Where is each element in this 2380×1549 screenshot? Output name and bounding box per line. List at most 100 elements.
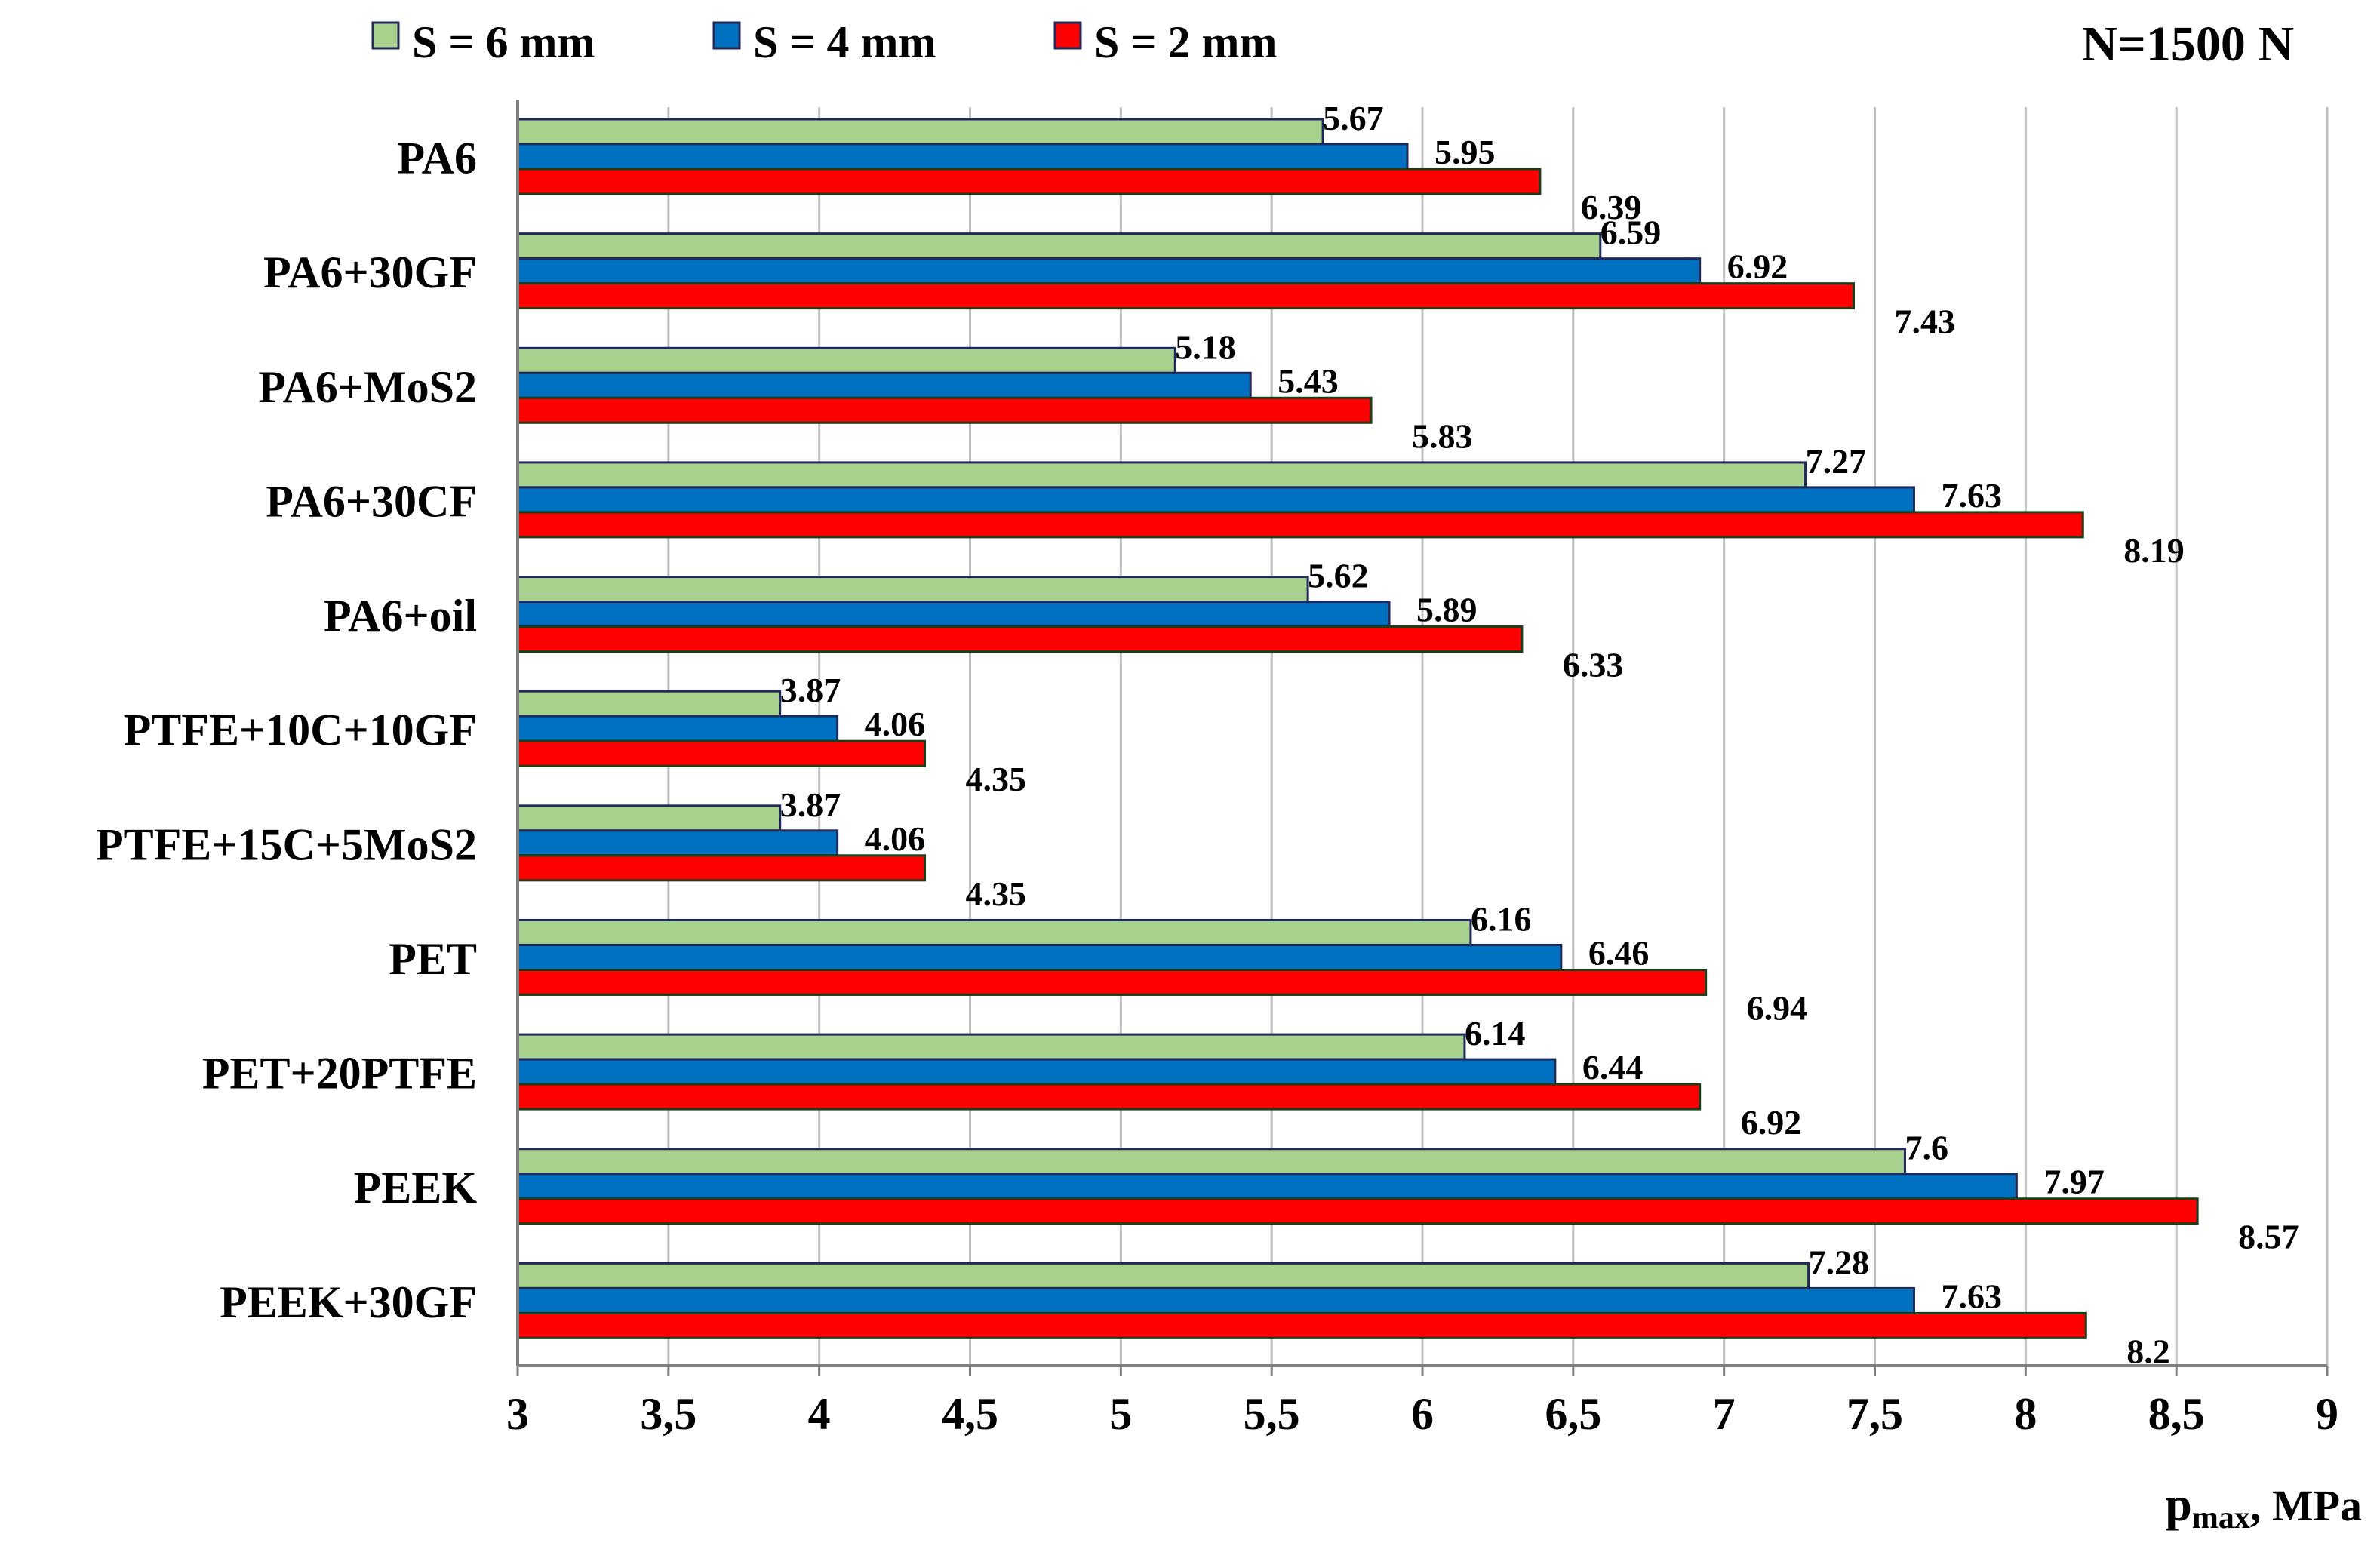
data-label: 7.43 — [1895, 303, 1956, 341]
category-label: PA6 — [397, 134, 477, 183]
bar — [516, 1058, 1557, 1086]
x-tick-label: 4 — [808, 1389, 831, 1439]
legend-label: S = 4 mm — [753, 17, 936, 67]
category-label: PA6+oil — [324, 591, 477, 641]
bar — [516, 1286, 1915, 1314]
data-label: 3.87 — [780, 785, 841, 824]
category-label: PET+20PTFE — [202, 1049, 477, 1099]
data-label: 6.33 — [1563, 646, 1624, 684]
data-label: 7.63 — [1941, 476, 2002, 515]
bar — [516, 1311, 2087, 1339]
category-label: PEEK — [354, 1163, 478, 1212]
x-tick-label: 6,5 — [1545, 1389, 1601, 1439]
bar — [516, 396, 1373, 424]
bar — [516, 511, 2084, 539]
bar — [516, 739, 927, 767]
bar — [516, 625, 1524, 653]
x-tick-label: 5 — [1109, 1389, 1132, 1439]
category-label: PTFE+15C+5MoS2 — [96, 819, 477, 869]
category-label: PET — [389, 934, 477, 984]
x-tick-label: 9 — [2316, 1389, 2338, 1439]
data-label: 5.62 — [1308, 557, 1369, 595]
bar — [516, 1197, 2199, 1225]
bar — [516, 943, 1563, 971]
bar — [516, 804, 782, 832]
bar — [516, 461, 1807, 489]
x-tick-label: 4,5 — [942, 1389, 998, 1439]
x-axis-label: pmax, MPa — [2165, 1477, 2362, 1535]
data-label: 5.95 — [1434, 133, 1496, 171]
bar — [516, 282, 1856, 310]
data-label: 5.18 — [1175, 327, 1236, 366]
data-label: 6.94 — [1747, 988, 1808, 1027]
bar — [516, 1083, 1702, 1111]
data-label: 8.2 — [2126, 1332, 2170, 1370]
data-label: 5.43 — [1278, 361, 1339, 400]
data-label: 8.19 — [2123, 531, 2185, 570]
data-label: 6.46 — [1588, 933, 1650, 972]
data-label: 5.89 — [1416, 591, 1478, 629]
legend-swatch — [712, 21, 741, 50]
data-labels: 5.67 5.95 6.396.59 6.92 7.43 5.18 5.43 5.83 7.27… — [780, 99, 2299, 1370]
bar — [516, 829, 839, 857]
category-label: PEEK+30GF — [220, 1277, 477, 1327]
load-annotation: N=1500 N — [2082, 17, 2294, 72]
x-tick-label: 8 — [2014, 1389, 2037, 1439]
category-label: PA6+30GF — [263, 247, 477, 297]
legend-label: S = 2 mm — [1094, 17, 1278, 67]
bar — [516, 1262, 1810, 1289]
bar — [516, 1173, 2018, 1200]
x-axis-label-sub: max — [2192, 1501, 2250, 1535]
data-label: 6.59 — [1601, 214, 1662, 252]
x-axis-label-unit: , MPa — [2250, 1481, 2362, 1530]
bar — [516, 1148, 1906, 1176]
bar — [516, 346, 1176, 374]
data-label: 5.67 — [1323, 99, 1384, 137]
category-label: PTFE+10C+10GF — [124, 705, 477, 755]
bar — [516, 486, 1915, 514]
data-label: 6.92 — [1727, 247, 1788, 286]
data-label: 6.92 — [1741, 1103, 1802, 1142]
data-label: 6.39 — [1581, 188, 1642, 226]
bar — [516, 168, 1542, 195]
data-label: 6.44 — [1582, 1048, 1644, 1086]
data-label: 4.06 — [865, 705, 926, 743]
data-label: 7.97 — [2043, 1163, 2105, 1201]
axes: PA6 PA6+30GF PA6+MoS2 PA6+30CF PA6+oil PTFE+1… — [96, 100, 2338, 1439]
data-label: 7.6 — [1905, 1129, 1948, 1167]
bar — [516, 576, 1309, 604]
data-label: 4.35 — [966, 760, 1027, 798]
bar — [516, 1033, 1466, 1061]
bar — [516, 968, 1708, 996]
x-tick-label: 5,5 — [1244, 1389, 1300, 1439]
data-label: 7.63 — [1941, 1277, 2002, 1315]
bar — [516, 715, 839, 742]
legend-swatch — [1053, 21, 1082, 50]
x-tick-label: 8,5 — [2148, 1389, 2205, 1439]
x-tick-label: 3 — [506, 1389, 529, 1439]
legend-swatch — [371, 21, 400, 50]
x-tick-label: 7,5 — [1846, 1389, 1903, 1439]
bar — [516, 232, 1602, 260]
category-label: PA6+30CF — [266, 476, 477, 526]
bar — [516, 854, 927, 882]
legend: S = 6 mm S = 4 mm S = 2 mm — [371, 17, 1278, 67]
bar — [516, 257, 1702, 285]
bar — [516, 371, 1252, 399]
bar — [516, 118, 1324, 146]
bar — [516, 690, 782, 718]
bar — [516, 143, 1409, 171]
category-label: PA6+MoS2 — [258, 362, 477, 412]
data-label: 6.16 — [1471, 899, 1532, 938]
bar — [516, 918, 1472, 946]
bars — [516, 118, 2199, 1339]
x-axis-label-main: p — [2165, 1477, 2192, 1531]
x-tick-label: 6 — [1411, 1389, 1434, 1439]
data-label: 7.28 — [1809, 1243, 1870, 1281]
data-label: 5.83 — [1412, 416, 1473, 455]
data-label: 4.35 — [966, 874, 1027, 913]
data-label: 4.06 — [865, 819, 926, 858]
data-label: 8.57 — [2238, 1218, 2299, 1256]
